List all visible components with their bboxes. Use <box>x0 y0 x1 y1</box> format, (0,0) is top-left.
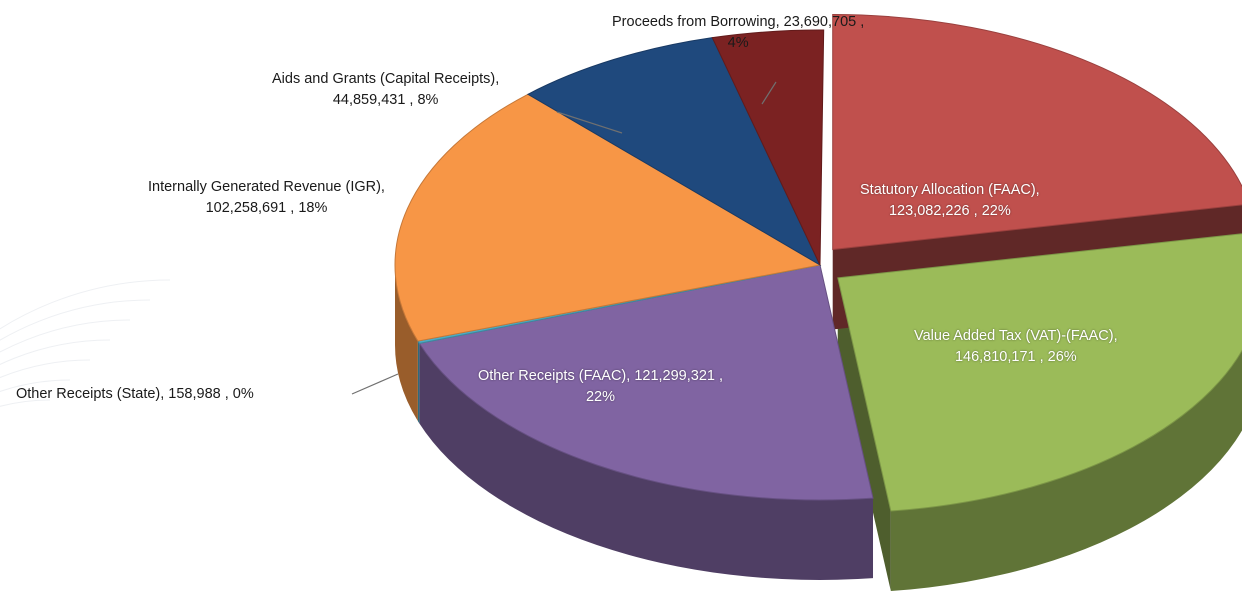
label-statutory-allocation: Statutory Allocation (FAAC), 123,082,226 … <box>860 182 1040 219</box>
pie-slice-statutory-allocation-faac <box>832 14 1242 251</box>
label-borrowing: Proceeds from Borrowing, 23,690,705 , 4% <box>612 14 865 51</box>
label-other-receipts-state: Other Receipts (State), 158,988 , 0% <box>16 386 254 402</box>
leader-line-borrowing <box>761 81 777 105</box>
leader-line-other-state <box>351 373 399 395</box>
pie-slice-side-other-receipts-faac <box>419 343 874 580</box>
pie-slice-side-value-added-tax-vat-faac <box>890 350 1242 592</box>
label-aids-grants: Aids and Grants (Capital Receipts), 44,85… <box>272 71 500 108</box>
label-igr: Internally Generated Revenue (IGR), 102,2… <box>148 179 385 216</box>
pie-slice-side-other-receipts-state <box>417 341 420 424</box>
pie-slice-other-receipts-faac <box>418 264 874 501</box>
label-vat: Value Added Tax (VAT)-(FAAC), 146,810,171… <box>914 328 1118 365</box>
pie-slice-internally-generated-revenue-igr <box>394 93 822 342</box>
pie-slice-proceeds-from-borrowing <box>711 29 825 266</box>
pie-slice-aids-and-grants-capital-receipts <box>526 37 822 267</box>
pie-slice-value-added-tax-vat-faac <box>837 233 1242 512</box>
label-other-receipts-faac: Other Receipts (FAAC), 121,299,321 , 22% <box>478 368 724 405</box>
leader-line-aids <box>556 111 623 134</box>
